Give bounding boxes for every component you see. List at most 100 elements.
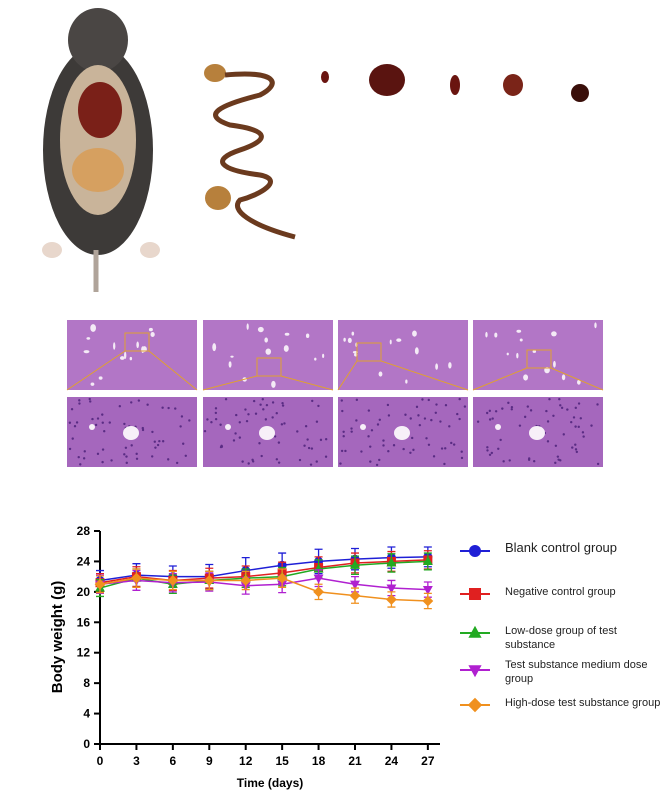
vessel <box>412 330 417 337</box>
nucleus <box>315 460 318 463</box>
nucleus <box>275 412 278 415</box>
nucleus <box>210 421 213 424</box>
nucleus <box>415 405 419 409</box>
nucleus <box>156 443 160 447</box>
nucleus <box>141 428 145 432</box>
nucleus <box>219 423 222 426</box>
x-tick-label: 6 <box>170 754 177 768</box>
nucleus <box>444 404 448 407</box>
nucleus <box>88 397 91 401</box>
nucleus <box>123 422 126 426</box>
vessel <box>516 329 522 333</box>
nucleus <box>554 461 557 465</box>
nucleus <box>418 423 422 427</box>
nucleus <box>179 425 182 428</box>
nucleus <box>427 443 431 446</box>
nucleus <box>261 398 264 401</box>
nucleus <box>596 462 600 466</box>
nucleus <box>409 417 412 420</box>
nucleus <box>70 407 74 411</box>
vessel <box>516 352 519 359</box>
vessel <box>494 332 498 338</box>
nucleus <box>402 447 405 451</box>
nucleus <box>571 446 574 449</box>
nucleus <box>324 455 328 458</box>
nucleus <box>235 413 238 417</box>
mouse-photo <box>42 8 160 292</box>
vessel <box>351 331 355 336</box>
marker <box>131 572 142 584</box>
legend-marker <box>469 545 481 557</box>
nucleus <box>75 421 79 424</box>
series <box>95 569 433 598</box>
marker <box>422 595 434 607</box>
nucleus <box>526 405 530 408</box>
zoom-line <box>472 367 528 391</box>
legend-marker <box>468 665 482 678</box>
vessel <box>113 342 116 350</box>
nucleus <box>350 427 353 430</box>
nucleus <box>251 458 254 462</box>
vessel <box>343 337 346 342</box>
nucleus <box>409 451 412 454</box>
nucleus <box>283 422 286 425</box>
nucleus <box>577 402 581 405</box>
vessel <box>389 339 392 345</box>
nucleus <box>137 399 141 402</box>
nucleus <box>68 447 72 451</box>
x-tick-label: 9 <box>206 754 213 768</box>
x-tick-label: 21 <box>348 754 362 768</box>
nucleus <box>423 417 427 420</box>
vessel <box>86 337 91 340</box>
x-tick-label: 12 <box>239 754 253 768</box>
vessel <box>544 366 550 374</box>
vessel <box>129 356 133 361</box>
nucleus <box>103 430 106 433</box>
nucleus <box>161 440 165 443</box>
nucleus <box>125 455 128 458</box>
nucleus <box>382 444 385 447</box>
nucleus <box>581 431 585 434</box>
histology-panels <box>66 320 604 467</box>
zoom-line <box>148 350 198 391</box>
y-tick-label: 28 <box>77 524 91 538</box>
nucleus <box>488 453 492 456</box>
marker <box>313 574 324 584</box>
legend-marker <box>467 697 483 713</box>
nucleus <box>245 419 249 423</box>
line <box>99 577 428 602</box>
nucleus <box>101 448 105 451</box>
nucleus <box>559 459 562 462</box>
x-tick-label: 24 <box>385 754 399 768</box>
nucleus <box>319 438 323 442</box>
nucleus <box>68 421 72 424</box>
nucleus <box>444 447 447 450</box>
nucleus <box>456 412 459 416</box>
legend-label: Test substance medium dose group <box>505 659 648 685</box>
nucleus <box>529 409 533 412</box>
nucleus <box>545 409 548 413</box>
nucleus <box>430 418 433 422</box>
nucleus <box>382 439 385 442</box>
nucleus <box>234 432 237 435</box>
marker <box>276 572 288 584</box>
x-tick-label: 15 <box>275 754 289 768</box>
nucleus <box>435 403 438 406</box>
vessel <box>89 424 95 430</box>
nucleus <box>101 413 104 416</box>
nucleus <box>556 455 560 458</box>
nucleus <box>184 454 187 457</box>
nucleus <box>281 404 285 407</box>
nucleus <box>264 418 268 421</box>
central-vein <box>394 426 410 440</box>
line <box>99 556 428 582</box>
nucleus <box>342 435 345 438</box>
nucleus <box>548 398 551 401</box>
vessel <box>90 324 97 332</box>
nucleus <box>476 420 480 423</box>
nucleus <box>443 462 446 466</box>
vessel <box>495 424 501 430</box>
nucleus <box>83 450 86 453</box>
nucleus <box>262 408 265 411</box>
nucleus <box>180 415 184 418</box>
